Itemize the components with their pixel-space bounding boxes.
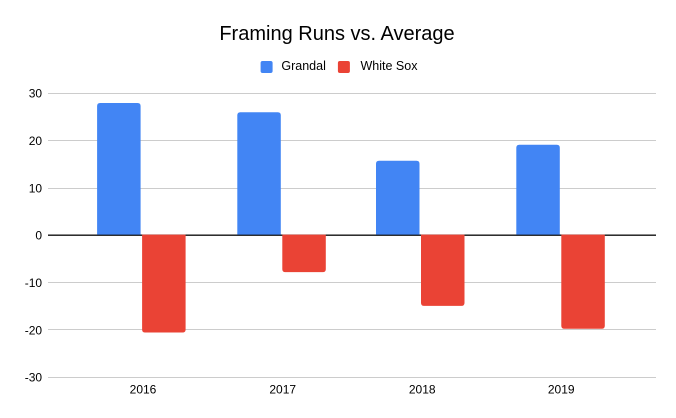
- svg-text:0: 0: [35, 228, 42, 242]
- svg-text:-10: -10: [25, 276, 43, 290]
- svg-text:Framing Runs vs. Average: Framing Runs vs. Average: [219, 23, 454, 45]
- svg-text:20: 20: [29, 134, 43, 148]
- svg-text:-30: -30: [25, 371, 43, 385]
- svg-text:2017: 2017: [269, 383, 296, 397]
- svg-text:2019: 2019: [548, 383, 575, 397]
- svg-text:White Sox: White Sox: [361, 59, 419, 73]
- svg-text:10: 10: [29, 181, 43, 195]
- svg-text:-20: -20: [25, 323, 43, 337]
- svg-text:2018: 2018: [409, 383, 436, 397]
- svg-text:2016: 2016: [130, 383, 157, 397]
- svg-text:30: 30: [29, 87, 43, 101]
- svg-text:Grandal: Grandal: [281, 59, 325, 73]
